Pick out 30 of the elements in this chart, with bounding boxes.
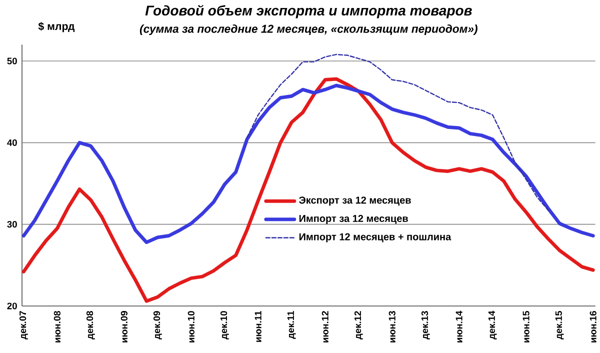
x-tick-label: дек.13 [421,311,430,340]
legend-label: Экспорт за 12 месяцев [299,196,411,206]
x-tick-label: июн.08 [54,310,60,342]
x-tick-label: июн.16 [590,311,596,342]
line-series [22,77,595,303]
legend-label: Импорт за 12 месяцев [299,214,408,224]
legend-label: Импорт 12 месяцев + пошлина [299,233,452,242]
x-tick-label: июн.11 [254,310,262,342]
x-tick-label: июн.13 [388,311,396,342]
x-tick-label: дек.10 [220,311,229,340]
x-tick-label: июн.14 [456,310,462,342]
x-tick-label: дек.08 [86,311,95,340]
y-axis-title: $ млрд [38,22,75,32]
x-tick-label: июн.09 [120,311,128,342]
x-tick-label: июн.10 [188,311,194,342]
x-tick-label: июн.12 [322,311,328,342]
chart-title: Годовой объем экспорта и импорта товаров [145,4,472,18]
x-tick-label: июн.15 [522,310,530,342]
x-tick-label: дек.14 [488,310,497,340]
line-series [246,54,550,212]
x-tick-label: дек.07 [20,311,28,340]
y-tick-label: 30 [7,221,17,228]
y-tick-label: 20 [7,302,17,310]
x-tick-label: дек.12 [354,311,363,340]
y-tick-label: 40 [7,139,17,146]
x-tick-label: дек.09 [153,311,162,340]
y-tick-label: 50 [7,58,17,64]
chart-subtitle: (сумма за последние 12 месяцев, «скользящим периодом») [140,24,478,36]
x-tick-label: дек.11 [288,310,296,339]
x-tick-label: дек.15 [555,310,564,340]
